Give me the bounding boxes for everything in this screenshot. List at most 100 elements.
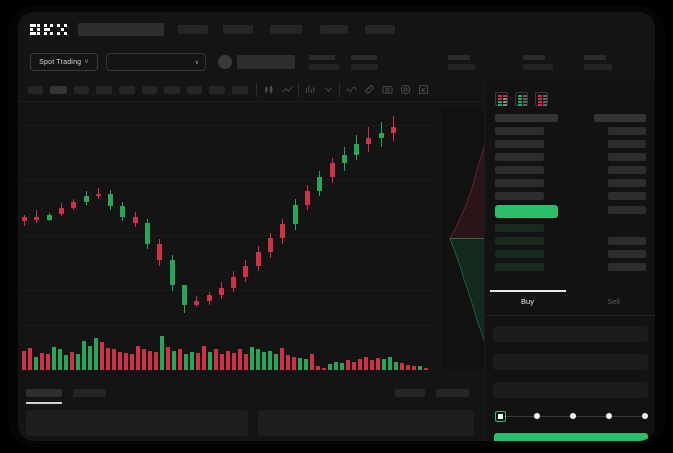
timeframe-2[interactable] bbox=[74, 86, 89, 94]
candle bbox=[145, 107, 150, 322]
okx-logo[interactable] bbox=[30, 24, 70, 36]
orderbook-ask-row[interactable] bbox=[495, 153, 544, 161]
timeframe-6[interactable] bbox=[164, 86, 180, 94]
fullscreen-icon[interactable] bbox=[417, 83, 430, 96]
bottom-panel-0[interactable] bbox=[26, 410, 248, 436]
timeframe-8[interactable] bbox=[209, 86, 225, 94]
candle bbox=[218, 107, 224, 322]
orderbook-bids-icon[interactable] bbox=[515, 92, 528, 106]
pair-avatar bbox=[218, 55, 232, 69]
nav-item-0[interactable] bbox=[178, 25, 208, 34]
ticker-stat-0 bbox=[309, 55, 339, 70]
camera-icon[interactable] bbox=[381, 83, 394, 96]
order-form-row-0[interactable] bbox=[493, 326, 648, 342]
orderbook-ask-amount bbox=[608, 192, 646, 200]
orderbook-bid-row[interactable] bbox=[495, 237, 544, 245]
order-form-row-2[interactable] bbox=[493, 382, 648, 398]
ticker-stat-value bbox=[448, 64, 475, 70]
timeframe-0[interactable] bbox=[28, 86, 43, 94]
nav-item-4[interactable] bbox=[365, 25, 395, 34]
amount-stepper[interactable] bbox=[495, 411, 648, 423]
timeframe-4[interactable] bbox=[119, 86, 135, 94]
volume-bar bbox=[184, 354, 188, 370]
candle bbox=[46, 107, 52, 322]
candle bbox=[304, 107, 310, 322]
search-input[interactable] bbox=[78, 23, 164, 36]
orderbook-ask-row[interactable] bbox=[495, 140, 544, 148]
candle bbox=[378, 107, 384, 322]
timeframe-7[interactable] bbox=[187, 86, 202, 94]
stepper-step-2[interactable] bbox=[534, 413, 540, 419]
volume-bar bbox=[22, 350, 26, 370]
app-header bbox=[18, 12, 655, 46]
candle bbox=[34, 107, 40, 322]
stepper-step-3[interactable] bbox=[570, 413, 576, 419]
volume-bar bbox=[154, 351, 158, 370]
settings-icon[interactable] bbox=[399, 83, 412, 96]
volume-bar bbox=[94, 338, 98, 370]
stepper-step-4[interactable] bbox=[606, 413, 612, 419]
volume-bar bbox=[226, 350, 230, 370]
volume-bar bbox=[298, 357, 302, 370]
orderbook-ask-row[interactable] bbox=[495, 179, 544, 187]
timeframe-3[interactable] bbox=[96, 86, 112, 94]
volume-bar bbox=[46, 354, 50, 370]
tab-sell[interactable]: Sell bbox=[607, 297, 620, 306]
candle bbox=[95, 107, 101, 322]
nav-item-3[interactable] bbox=[320, 25, 348, 34]
orderbook-rows[interactable] bbox=[485, 114, 655, 284]
nav-item-1[interactable] bbox=[223, 25, 253, 34]
tab-buy[interactable]: Buy bbox=[521, 297, 534, 306]
bottom-action-0[interactable] bbox=[395, 389, 425, 397]
candle bbox=[206, 107, 212, 322]
line-chart-icon[interactable] bbox=[281, 83, 294, 96]
volume-bar bbox=[316, 366, 320, 370]
volume-bar bbox=[160, 336, 164, 370]
orderbook-ask-row[interactable] bbox=[495, 127, 544, 135]
nav-item-2[interactable] bbox=[270, 25, 302, 34]
volume-bar bbox=[406, 365, 410, 370]
volume-bar bbox=[274, 354, 278, 370]
volume-bar bbox=[70, 351, 74, 370]
ticker-stat-label bbox=[584, 55, 606, 60]
ticker-stat-value bbox=[584, 64, 612, 70]
timeframe-5[interactable] bbox=[142, 86, 157, 94]
bottom-tab-1[interactable] bbox=[73, 389, 106, 397]
stepper-step-5[interactable] bbox=[642, 413, 648, 419]
bottom-panel-1[interactable] bbox=[258, 410, 474, 436]
ticker-stat-label bbox=[448, 55, 470, 60]
indicators-icon[interactable] bbox=[304, 83, 317, 96]
volume-bar bbox=[100, 342, 104, 370]
volume-bar bbox=[250, 346, 254, 370]
market-type-dropdown[interactable]: Spot Trading ∨ bbox=[30, 53, 98, 71]
chevron-down-icon[interactable] bbox=[322, 83, 335, 96]
orderbook-ask-row[interactable] bbox=[495, 166, 544, 174]
bottom-tab-0[interactable] bbox=[26, 389, 62, 397]
stepper-step-active[interactable] bbox=[495, 411, 506, 422]
orderbook-ask-row[interactable] bbox=[495, 192, 544, 200]
orderbook-asks-icon[interactable] bbox=[535, 92, 548, 106]
volume-bar bbox=[412, 366, 416, 370]
orderbook-bid-row[interactable] bbox=[495, 224, 544, 232]
ruler-icon[interactable] bbox=[363, 83, 376, 96]
orderbook-bid-row[interactable] bbox=[495, 263, 544, 271]
pair-selector[interactable]: ∨ bbox=[106, 53, 206, 71]
ticker-stat-2 bbox=[448, 55, 475, 70]
orderbook-both-icon[interactable] bbox=[495, 92, 508, 106]
timeframe-9[interactable] bbox=[232, 86, 248, 94]
orderbook-bid-row[interactable] bbox=[495, 250, 544, 258]
candle bbox=[292, 107, 298, 322]
volume-bar bbox=[148, 350, 152, 370]
orderbook-ask-amount bbox=[608, 153, 646, 161]
submit-order-button[interactable] bbox=[494, 433, 648, 441]
candlestick-chart-icon[interactable] bbox=[263, 83, 276, 96]
ticker-stat-label bbox=[309, 55, 335, 60]
volume-bar bbox=[304, 359, 308, 370]
bottom-action-1[interactable] bbox=[436, 389, 469, 397]
order-form-row-1[interactable] bbox=[493, 354, 648, 370]
wave-icon[interactable] bbox=[345, 83, 358, 96]
volume-bar bbox=[88, 345, 92, 370]
active-tab-indicator bbox=[26, 402, 62, 404]
candle bbox=[181, 107, 187, 322]
timeframe-1[interactable] bbox=[50, 86, 67, 94]
